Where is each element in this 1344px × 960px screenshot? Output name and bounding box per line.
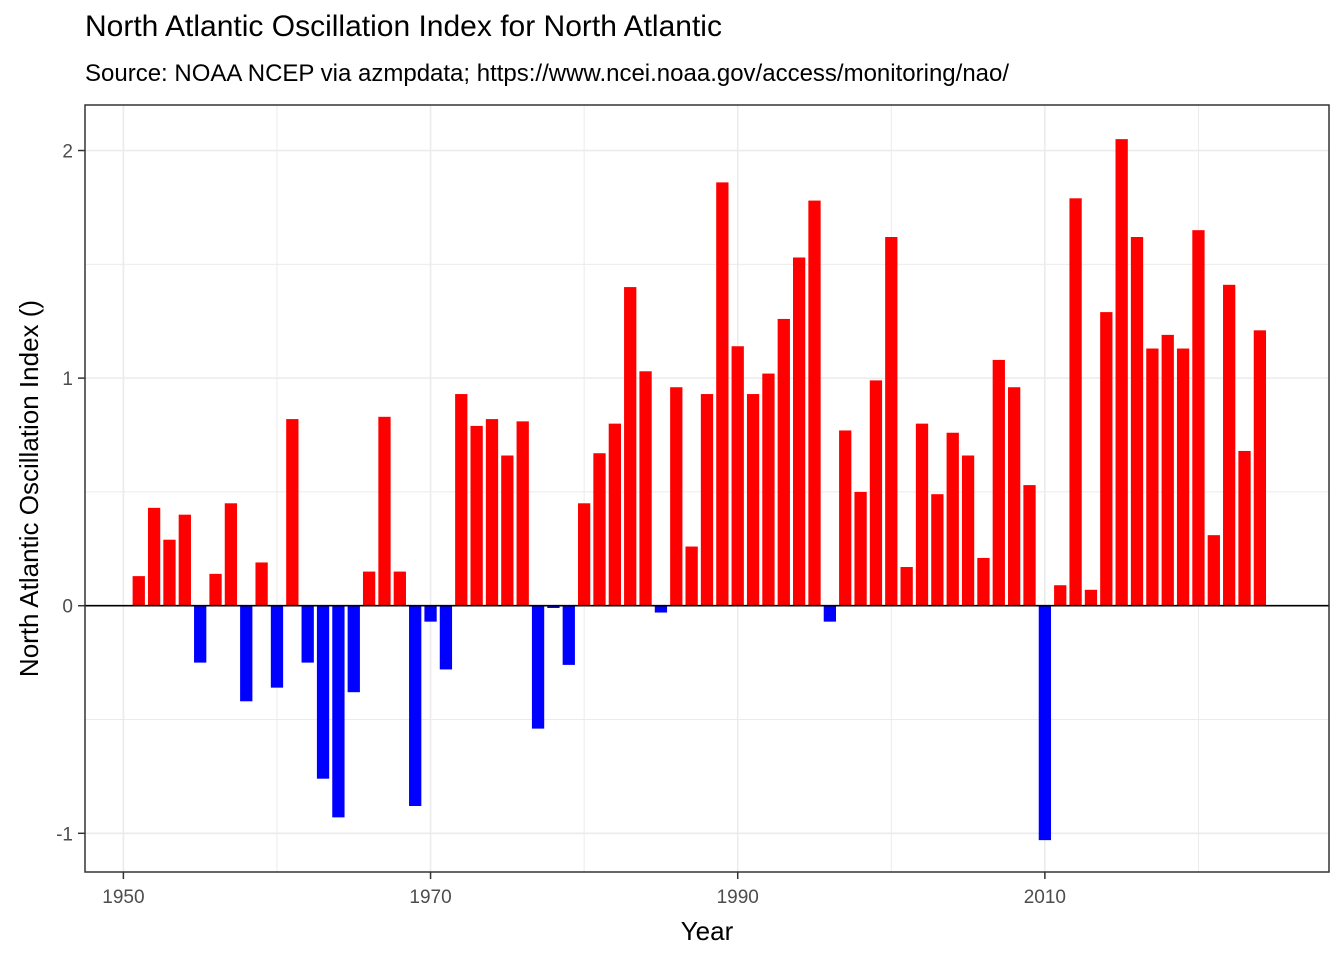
bar-1969 (409, 605, 422, 806)
bar-1978 (547, 605, 560, 608)
chart-subtitle: Source: NOAA NCEP via azmpdata; https://… (85, 60, 1010, 87)
bar-1956 (209, 573, 222, 606)
bar-1953 (163, 539, 176, 606)
y-tick-label: 0 (62, 597, 73, 618)
bar-2019 (1176, 348, 1190, 606)
bar-1998 (854, 491, 867, 606)
bar-1993 (777, 318, 790, 606)
bar-1979 (562, 605, 575, 665)
bar-1960 (270, 605, 284, 688)
bar-1976 (516, 421, 529, 606)
bar-2022 (1223, 284, 1236, 606)
bar-2002 (915, 423, 929, 606)
bar-2018 (1161, 334, 1174, 606)
bar-2007 (992, 359, 1005, 606)
bar-1991 (746, 394, 760, 606)
bar-1962 (301, 605, 314, 663)
bar-1967 (378, 416, 391, 606)
bar-2004 (946, 432, 959, 606)
bar-2001 (900, 567, 913, 606)
bar-2011 (1054, 585, 1067, 606)
x-tick-label: 1950 (102, 887, 144, 908)
bar-1970 (424, 605, 437, 622)
bar-2006 (977, 557, 990, 606)
y-tick-label: -1 (56, 824, 73, 845)
bar-2014 (1100, 312, 1113, 606)
bar-1951 (132, 576, 145, 606)
bar-1968 (393, 571, 406, 606)
bar-2005 (961, 455, 975, 606)
bar-1965 (347, 605, 360, 693)
bar-1961 (286, 419, 299, 606)
bar-2000 (885, 237, 898, 606)
x-tick-label: 2010 (1024, 887, 1066, 908)
bar-1980 (577, 503, 591, 606)
plot-border (84, 104, 1330, 873)
bar-1975 (501, 455, 514, 606)
bar-1997 (839, 430, 852, 606)
chart-title: North Atlantic Oscillation Index for Nor… (85, 10, 722, 43)
bars (132, 139, 1267, 841)
bar-1955 (194, 605, 207, 663)
bar-1971 (439, 605, 453, 670)
bar-2010 (1038, 605, 1052, 841)
bar-1985 (654, 605, 668, 613)
bar-1986 (670, 387, 683, 606)
bar-1988 (700, 394, 714, 606)
y-axis-title: North Atlantic Oscillation Index () (14, 300, 44, 677)
bar-1989 (716, 182, 729, 606)
bar-1959 (255, 562, 268, 606)
bar-1977 (531, 605, 545, 729)
bar-1957 (224, 503, 238, 606)
bar-1981 (593, 453, 606, 606)
y-axis-ticks: -1 0 1 2 (56, 142, 85, 845)
bar-1999 (869, 380, 883, 606)
bar-1974 (485, 419, 499, 606)
bar-1995 (808, 200, 821, 606)
bar-1994 (793, 257, 806, 606)
bar-1973 (470, 425, 483, 606)
bar-2021 (1207, 535, 1220, 606)
bar-1987 (685, 546, 698, 606)
bar-2023 (1238, 450, 1251, 606)
bar-1964 (332, 605, 345, 818)
bar-2003 (931, 494, 944, 606)
bar-1954 (178, 514, 191, 606)
bar-1958 (240, 605, 253, 702)
bar-2009 (1023, 485, 1036, 606)
y-tick-label: 1 (62, 369, 73, 390)
bar-2012 (1069, 198, 1082, 606)
bar-1972 (455, 394, 468, 606)
bar-1984 (639, 371, 652, 606)
bar-2020 (1192, 230, 1205, 606)
bar-1992 (762, 373, 775, 606)
bar-2013 (1084, 589, 1098, 606)
bar-2008 (1008, 387, 1021, 606)
bar-2015 (1115, 139, 1128, 606)
x-axis-ticks: 1950 1970 1990 2010 (102, 872, 1066, 908)
bar-1983 (624, 287, 637, 606)
x-tick-label: 1990 (717, 887, 759, 908)
bar-1952 (147, 507, 161, 606)
y-tick-label: 2 (62, 142, 73, 163)
bar-1990 (731, 346, 744, 606)
bar-2016 (1130, 237, 1144, 606)
bar-1982 (608, 423, 621, 606)
bar-1966 (362, 571, 376, 606)
bar-2024 (1253, 330, 1267, 606)
x-axis-title: Year (681, 916, 734, 946)
bar-1996 (823, 605, 837, 622)
bar-1963 (316, 605, 330, 779)
x-tick-label: 1970 (409, 887, 451, 908)
bar-2017 (1146, 348, 1159, 606)
